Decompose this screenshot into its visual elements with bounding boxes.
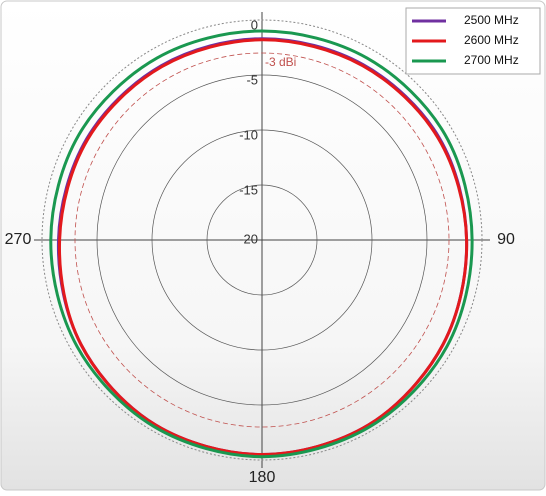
angle-label: 90 xyxy=(497,231,515,248)
angle-label: 270 xyxy=(5,231,32,248)
r-tick-label: -20 xyxy=(239,231,258,246)
grid-ring xyxy=(151,129,373,351)
legend-label: 2500 MHz xyxy=(464,13,519,27)
series-line xyxy=(49,29,474,459)
reference-ring xyxy=(74,52,450,428)
series-line xyxy=(57,38,469,457)
r-tick-label: -15 xyxy=(239,182,258,197)
grid-ring xyxy=(41,19,483,461)
r-tick-label: -10 xyxy=(239,127,258,142)
grid-ring xyxy=(96,74,428,406)
angle-label: 180 xyxy=(249,469,276,486)
r-tick-label: -5 xyxy=(246,72,258,87)
r-tick-label: 0 xyxy=(251,17,258,32)
legend-label: 2700 MHz xyxy=(464,53,519,67)
grid-ring xyxy=(206,184,318,296)
reference-label: -3 dBi xyxy=(265,55,296,69)
legend-label: 2600 MHz xyxy=(464,33,519,47)
